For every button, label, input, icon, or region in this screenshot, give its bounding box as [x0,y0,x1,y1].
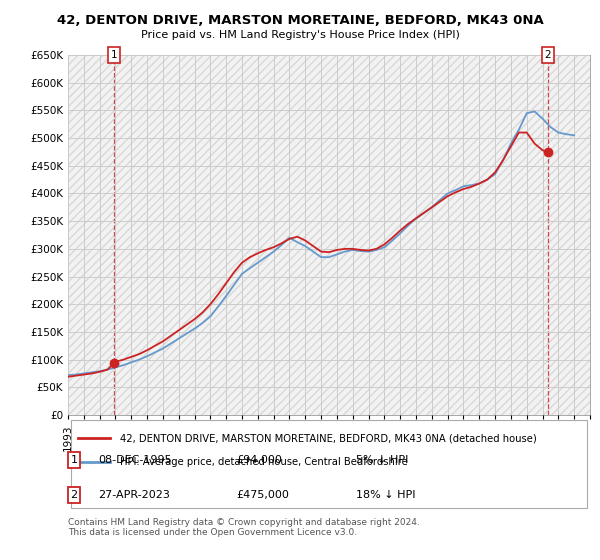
Text: 42, DENTON DRIVE, MARSTON MORETAINE, BEDFORD, MK43 0NA: 42, DENTON DRIVE, MARSTON MORETAINE, BED… [56,14,544,27]
Text: 5% ↓ HPI: 5% ↓ HPI [356,455,409,465]
Text: £475,000: £475,000 [236,490,289,500]
FancyBboxPatch shape [71,420,587,508]
Text: 42, DENTON DRIVE, MARSTON MORETAINE, BEDFORD, MK43 0NA (detached house): 42, DENTON DRIVE, MARSTON MORETAINE, BED… [120,433,537,444]
Text: 1: 1 [71,455,77,465]
Text: HPI: Average price, detached house, Central Bedfordshire: HPI: Average price, detached house, Cent… [120,457,408,467]
Text: 08-DEC-1995: 08-DEC-1995 [98,455,172,465]
Text: 18% ↓ HPI: 18% ↓ HPI [356,490,415,500]
Text: 2: 2 [544,50,551,60]
Text: 27-APR-2023: 27-APR-2023 [98,490,170,500]
Text: 2: 2 [70,490,77,500]
Text: Contains HM Land Registry data © Crown copyright and database right 2024.
This d: Contains HM Land Registry data © Crown c… [68,518,420,538]
Text: Price paid vs. HM Land Registry's House Price Index (HPI): Price paid vs. HM Land Registry's House … [140,30,460,40]
Text: 1: 1 [111,50,118,60]
Text: £94,000: £94,000 [236,455,282,465]
